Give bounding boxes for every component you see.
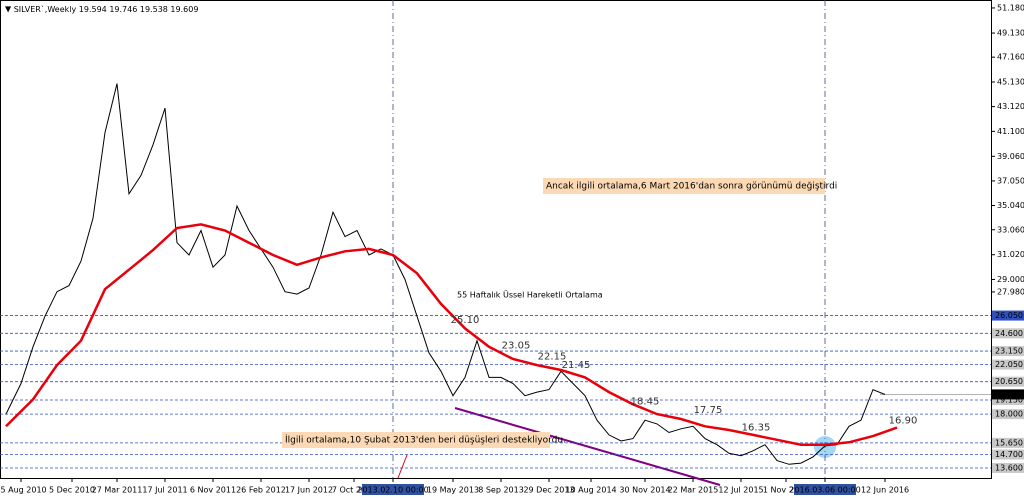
- current-price-label: 19.609: [995, 390, 1023, 399]
- y-tick-label: 47.160: [997, 53, 1024, 62]
- x-tick-label: 6 Nov 2011: [190, 486, 236, 495]
- x-tick-label: 7 Oct 2012: [332, 486, 376, 495]
- x-tick-label: 29 Dec 2013: [523, 486, 574, 495]
- x-tick-label: 17 Jul 2011: [142, 486, 187, 495]
- price-label: 22.15: [538, 351, 567, 362]
- plot-layer: 55 Haftalık Üssel Hareketli Ortalama 25.1…: [0, 0, 991, 478]
- level-label: 24.600: [995, 329, 1023, 338]
- level-label: 19.150: [995, 396, 1023, 405]
- note-text: Ancak ilgili ortalama,6 Mart 2016'dan so…: [546, 182, 837, 192]
- x-tick-label: 8 Sep 2013: [478, 486, 524, 495]
- x-tick-label: 12 Jul 2015: [718, 486, 763, 495]
- price-line: [5, 83, 886, 465]
- price-label: 25.10: [451, 315, 480, 326]
- x-tick-label: 2013.02.10 00:00: [357, 486, 428, 495]
- y-tick-label: 51.180: [997, 3, 1024, 12]
- level-label-bg: [992, 437, 1024, 448]
- x-tick-label: 1 Nov 2015: [763, 486, 809, 495]
- level-label: 22.050: [995, 360, 1023, 369]
- level-label: 13.600: [995, 463, 1023, 472]
- y-tick-label: 39.060: [997, 152, 1024, 161]
- level-label-bg: [992, 376, 1024, 387]
- x-tick-label: 10 Aug 2014: [565, 486, 616, 495]
- note-bg: [282, 432, 550, 448]
- level-label-bg: [992, 409, 1024, 420]
- x-tick-label: 12 Jun 2016: [861, 486, 909, 495]
- y-tick-label: 27.980: [997, 287, 1024, 296]
- trend-line: [454, 407, 721, 486]
- price-label: 21.45: [562, 360, 591, 371]
- note-text: İlgili ortalama,10 Şubat 2013'den beri d…: [285, 435, 566, 446]
- x-tick-label: 19 May 2013: [427, 486, 479, 495]
- quote-open: 19.594: [79, 5, 107, 14]
- quote-high: 19.746: [109, 5, 137, 14]
- quote-low: 19.538: [140, 5, 168, 14]
- quote-close: 19.609: [170, 5, 198, 14]
- plot-frame: [0, 0, 992, 479]
- price-label: 17.75: [694, 405, 723, 416]
- level-label: 20.650: [995, 377, 1023, 386]
- level-label: 15.650: [995, 438, 1023, 447]
- level-label: 23.150: [995, 347, 1023, 356]
- y-tick-label: 31.020: [997, 250, 1024, 259]
- x-tick-label: 2016.03.06 00:00: [789, 486, 860, 495]
- level-label-bg: [992, 359, 1024, 370]
- trend-line: [397, 454, 408, 479]
- level-label-bg: [992, 328, 1024, 339]
- price-label: 18.45: [631, 397, 660, 408]
- level-label-bg: [992, 395, 1024, 406]
- y-tick-label: 33.060: [997, 225, 1024, 234]
- x-tick-label: 30 Nov 2014: [619, 486, 670, 495]
- y-tick-label: 35.040: [997, 201, 1024, 210]
- x-tick-label: 27 Mar 2011: [92, 486, 143, 495]
- level-label: 14.700: [995, 450, 1023, 459]
- x-tick-label: 22 Mar 2015: [668, 486, 719, 495]
- y-tick-label: 49.130: [997, 29, 1024, 38]
- title-text: SILVER`,Weekly: [14, 4, 77, 14]
- x-marker-bg: [362, 484, 424, 495]
- note-bg: [543, 178, 825, 194]
- y-tick-label: 45.130: [997, 78, 1024, 87]
- y-tick-label: 29.000: [997, 275, 1024, 284]
- current-price-bg: [992, 389, 1024, 400]
- ema-line: [5, 223, 898, 446]
- level-label: 18.000: [995, 410, 1023, 419]
- series-label: 55 Haftalık Üssel Hareketli Ortalama: [457, 290, 603, 300]
- level-label-bg: [992, 462, 1024, 473]
- price-label: 16.90: [889, 416, 918, 427]
- y-tick-label: 43.120: [997, 102, 1024, 111]
- x-marker-bg: [794, 484, 856, 495]
- price-label: 23.05: [502, 340, 531, 351]
- x-tick-label: 5 Dec 2010: [49, 486, 95, 495]
- level-label-bg: [992, 310, 1024, 321]
- y-tick-label: 41.100: [997, 127, 1024, 136]
- x-tick-label: 26 Feb 2012: [236, 486, 286, 495]
- level-label: 26.050: [995, 311, 1023, 320]
- x-tick-label: 17 Jun 2012: [285, 486, 333, 495]
- chart-title: ▼ SILVER`,Weekly 19.594 19.746 19.538 19…: [5, 4, 198, 14]
- y-tick-label: 37.050: [997, 176, 1024, 185]
- price-label: 16.35: [742, 422, 771, 433]
- x-tick-label: 15 Aug 2010: [0, 486, 47, 495]
- level-label-bg: [992, 346, 1024, 357]
- level-label-bg: [992, 449, 1024, 460]
